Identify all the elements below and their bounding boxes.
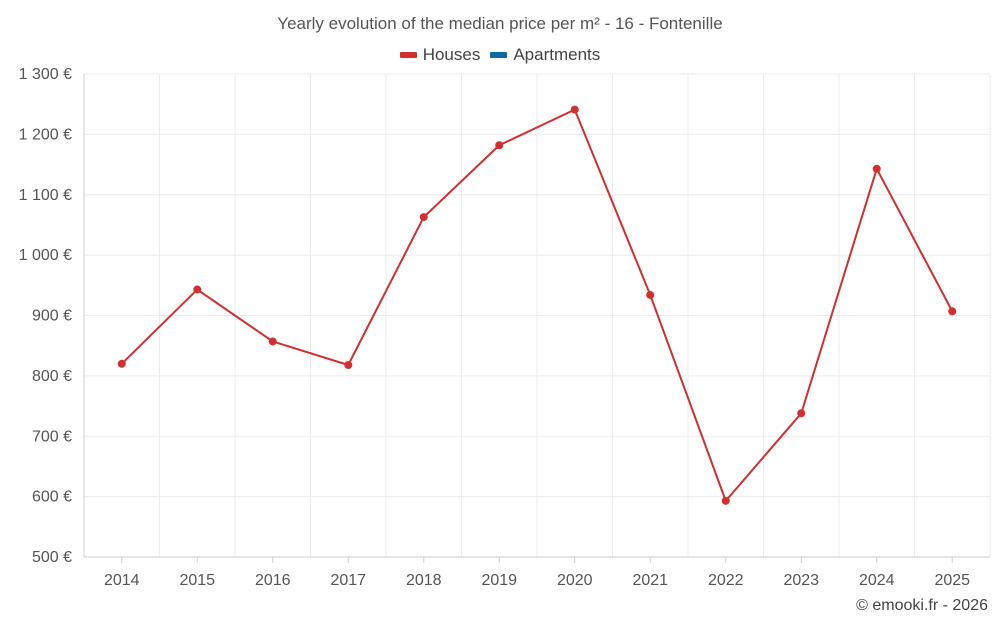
y-tick-label: 600 € bbox=[32, 489, 72, 506]
legend-swatch-apartments bbox=[490, 52, 508, 58]
data-point bbox=[872, 164, 881, 173]
x-tick-label: 2015 bbox=[179, 572, 215, 589]
credit-text: © emooki.fr - 2026 bbox=[856, 597, 988, 614]
data-point bbox=[797, 409, 806, 418]
legend-swatch-houses bbox=[399, 52, 417, 58]
series-line-houses bbox=[121, 108, 954, 502]
data-point bbox=[570, 105, 579, 114]
data-point bbox=[193, 285, 202, 294]
y-tick-label: 1 300 € bbox=[19, 66, 72, 83]
x-tick-label: 2025 bbox=[934, 572, 970, 589]
y-tick-label: 1 000 € bbox=[19, 247, 72, 264]
data-point bbox=[268, 337, 277, 346]
x-tick-label: 2018 bbox=[406, 572, 442, 589]
legend-item-houses[interactable]: Houses bbox=[399, 45, 481, 65]
y-tick-label: 700 € bbox=[32, 428, 72, 445]
x-tick-label: 2016 bbox=[255, 572, 291, 589]
y-tick-label: 500 € bbox=[32, 549, 72, 566]
data-point bbox=[646, 290, 655, 299]
data-point bbox=[117, 359, 126, 368]
data-point bbox=[948, 307, 957, 316]
x-tick-label: 2023 bbox=[783, 572, 819, 589]
y-tick-label: 1 100 € bbox=[19, 187, 72, 204]
data-point bbox=[419, 213, 428, 222]
chart-title: Yearly evolution of the median price per… bbox=[277, 14, 723, 33]
x-tick-label: 2024 bbox=[859, 572, 895, 589]
chart-legend: Houses Apartments bbox=[0, 45, 1000, 65]
x-tick-label: 2014 bbox=[104, 572, 140, 589]
y-tick-label: 900 € bbox=[32, 308, 72, 325]
data-point bbox=[344, 361, 353, 370]
x-tick-label: 2020 bbox=[557, 572, 593, 589]
legend-item-apartments[interactable]: Apartments bbox=[490, 45, 600, 65]
x-tick-label: 2017 bbox=[330, 572, 366, 589]
data-point bbox=[495, 141, 504, 150]
x-tick-label: 2021 bbox=[632, 572, 668, 589]
legend-label-apartments: Apartments bbox=[513, 45, 601, 64]
y-tick-label: 800 € bbox=[32, 368, 72, 385]
legend-label-houses: Houses bbox=[422, 45, 481, 64]
x-tick-label: 2022 bbox=[708, 572, 744, 589]
x-tick-label: 2019 bbox=[481, 572, 517, 589]
y-tick-label: 1 200 € bbox=[19, 126, 72, 143]
data-point bbox=[721, 496, 730, 505]
